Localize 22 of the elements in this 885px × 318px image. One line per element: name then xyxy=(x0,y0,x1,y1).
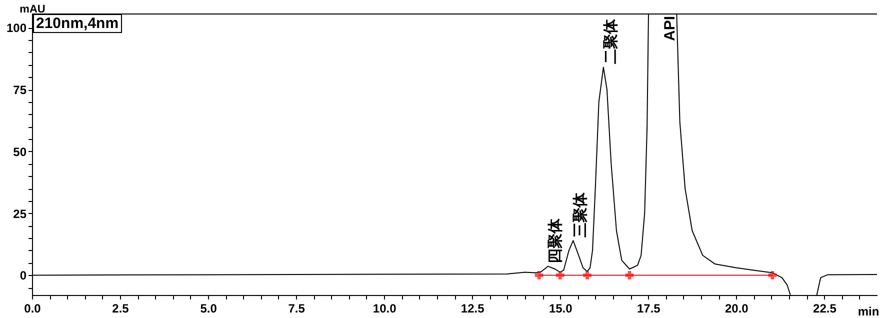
y-tick-label: 50 xyxy=(13,144,27,159)
y-tick-label: 75 xyxy=(13,83,27,98)
y-tick-label: 25 xyxy=(13,206,27,221)
x-tick-label: 22.5 xyxy=(813,302,837,316)
annotation: 四聚体 xyxy=(547,217,564,264)
x-tick-label: 17.5 xyxy=(636,302,661,316)
x-tick-label: 2.5 xyxy=(112,302,130,316)
x-tick-label: 5.0 xyxy=(200,302,218,316)
x-tick-label: 0.0 xyxy=(24,302,42,316)
x-tick-label: 12.5 xyxy=(460,302,485,316)
annotation: 三聚体 xyxy=(572,192,590,238)
annotation: 二聚体 xyxy=(602,18,620,64)
x-tick-label: 7.5 xyxy=(288,302,306,316)
y-tick-label: 100 xyxy=(6,21,27,36)
y-tick-label: 0 xyxy=(20,268,27,283)
x-tick-label: 15.0 xyxy=(548,302,573,316)
annotation: API xyxy=(662,16,679,42)
y-axis-title: mAU xyxy=(20,4,46,16)
x-tick-label: 10.0 xyxy=(372,302,397,316)
x-tick-label: 20.0 xyxy=(724,302,749,316)
x-axis-title: min xyxy=(858,304,880,318)
annotation: 210nm,4nm xyxy=(33,14,122,33)
